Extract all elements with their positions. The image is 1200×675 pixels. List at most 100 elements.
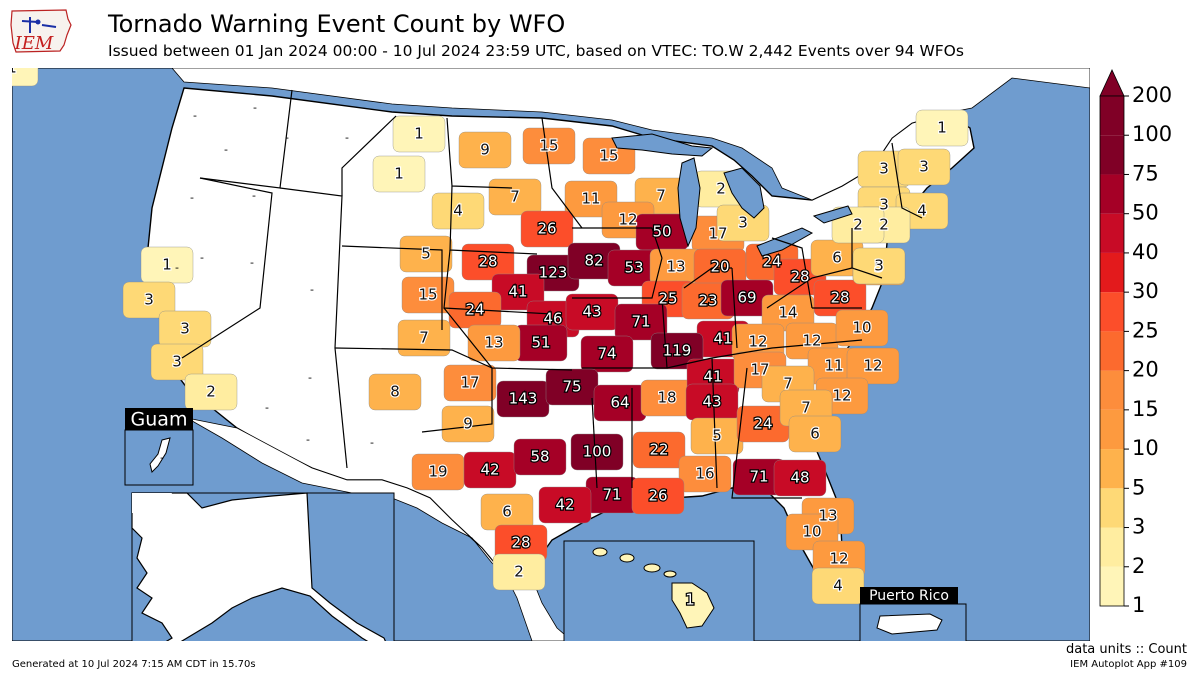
- wfo-value-label: 17: [460, 374, 479, 392]
- wfo-value-label: 4: [453, 202, 463, 220]
- colorbar-bin: [1100, 488, 1124, 528]
- wfo-value-label: 17: [708, 225, 727, 243]
- wfo-value-label: 1: [162, 256, 172, 274]
- wfo-value-label: 5: [712, 427, 722, 445]
- wfo-value-label: 48: [790, 469, 809, 487]
- app-note: IEM Autoplot App #109: [1070, 659, 1187, 670]
- wfo-value-label: 41: [713, 330, 732, 348]
- wfo-region: [458, 131, 512, 169]
- colorbar-tick-label: 75: [1132, 161, 1159, 185]
- svg-text:-: -: [253, 101, 257, 114]
- wfo-region: [614, 303, 668, 341]
- svg-text:-: -: [285, 131, 289, 144]
- lake-huron: [723, 167, 765, 219]
- wfo-value-label: 3: [919, 158, 929, 176]
- wfo-value-label: 41: [508, 283, 527, 301]
- colorbar-bin: [1100, 292, 1124, 332]
- svg-text:-: -: [310, 283, 314, 296]
- wfo-value-label: 9: [480, 141, 490, 159]
- wfo-value-label: 13: [666, 258, 685, 276]
- wfo-region: [520, 210, 574, 248]
- wfo-value-label: 1: [937, 119, 947, 137]
- wfo-region: [431, 192, 485, 230]
- wfo-value-label: 71: [749, 468, 768, 486]
- colorbar-bin: [1100, 409, 1124, 450]
- wfo-value-label: 100: [583, 443, 612, 461]
- wfo-region: [467, 324, 521, 362]
- wfo-value-label: 14: [778, 304, 797, 322]
- colorbar-bin: [1100, 174, 1124, 214]
- colorbar-tick-label: 3: [1132, 515, 1145, 539]
- wfo-value-label: 71: [631, 313, 650, 331]
- wfo-value-label: 8: [390, 383, 400, 401]
- wfo-region: [538, 486, 592, 524]
- wfo-value-label: 42: [480, 461, 499, 479]
- svg-text:-: -: [306, 433, 310, 446]
- wfo-value-label: 82: [584, 252, 603, 270]
- wfo-value-label: 15: [418, 286, 437, 304]
- no-data-markers: - - - - - - - - - - - - - - - -: [160, 101, 374, 464]
- colorbar-bin: [1100, 135, 1124, 175]
- svg-text:-: -: [265, 401, 269, 414]
- wfo-value-label: 51: [531, 334, 550, 352]
- svg-text:-: -: [252, 189, 256, 202]
- wfo-value-label: 3: [738, 214, 748, 232]
- wfo-region: [368, 373, 422, 411]
- colorbar-bins: [1099, 69, 1125, 607]
- wfo-value-label: 1: [414, 125, 424, 143]
- wfo-value-label: 13: [484, 334, 503, 352]
- wfo-value-label: 5: [874, 258, 884, 276]
- wfo-value-label: 2: [879, 216, 889, 234]
- wfo-value-label: 28: [478, 253, 497, 271]
- wfo-value-label: 58: [530, 448, 549, 466]
- svg-text:-: -: [200, 251, 204, 264]
- wfo-region: [631, 477, 685, 515]
- wfo-value-label: 10: [852, 319, 871, 337]
- wfo-value-label: 71: [602, 486, 621, 504]
- units-note: data units :: Count: [1065, 642, 1187, 657]
- wfo-value-label: 10: [802, 523, 821, 541]
- wfo-value-label: 12: [829, 550, 848, 568]
- colorbar-bin: [1100, 331, 1124, 371]
- wfo-value-label: 6: [502, 503, 512, 521]
- wfo-value-label: 12: [802, 332, 821, 350]
- svg-text:-: -: [370, 436, 374, 449]
- wfo-region: [122, 281, 176, 319]
- wfo-region: [399, 235, 453, 273]
- wfo-region: [372, 155, 426, 193]
- wfo-region: [632, 431, 686, 469]
- generated-note: Generated at 10 Jul 2024 7:15 AM CDT in …: [12, 659, 256, 670]
- wfo-value-label: 24: [762, 253, 781, 271]
- wfo-value-label: 2: [206, 383, 216, 401]
- svg-text:-: -: [175, 261, 179, 274]
- svg-text:-: -: [224, 143, 228, 156]
- wfo-value-label: 7: [783, 375, 793, 393]
- wfo-value-label: 16: [695, 465, 714, 483]
- wfo-value-label: 15: [599, 147, 618, 165]
- state-boundaries: [181, 89, 923, 499]
- wfo-value-label: 28: [790, 268, 809, 286]
- wfo-value-label: 6: [810, 425, 820, 443]
- wfo-value-label: 26: [537, 220, 556, 238]
- wfo-value-label: 13: [818, 507, 837, 525]
- colorbar-bin: [1100, 96, 1124, 136]
- colorbar-bin: [1100, 213, 1124, 253]
- hawaii-inset: 1: [563, 540, 755, 650]
- colorbar-tick-label: 1: [1132, 593, 1145, 613]
- wfo-region: [397, 319, 451, 357]
- lake-superior: [611, 133, 714, 157]
- alaska-inset: [131, 492, 395, 658]
- wfo-region: [441, 405, 495, 443]
- colorbar-bin: [1100, 449, 1124, 489]
- wfo-region: [788, 415, 842, 453]
- colorbar-extend-arrow: [1099, 69, 1125, 97]
- wfo-value-label: 64: [610, 394, 629, 412]
- wfo-value-label: 15: [539, 137, 558, 155]
- wfo-region: [392, 115, 446, 153]
- wfo-value-label: 25: [658, 290, 677, 308]
- colorbar-tick-label: 100: [1132, 122, 1172, 146]
- wfo-value-label: 12: [748, 333, 767, 351]
- wfo-value-label: 3: [172, 353, 182, 371]
- wfo-value-label: 12: [832, 387, 851, 405]
- wfo-region: [513, 438, 567, 476]
